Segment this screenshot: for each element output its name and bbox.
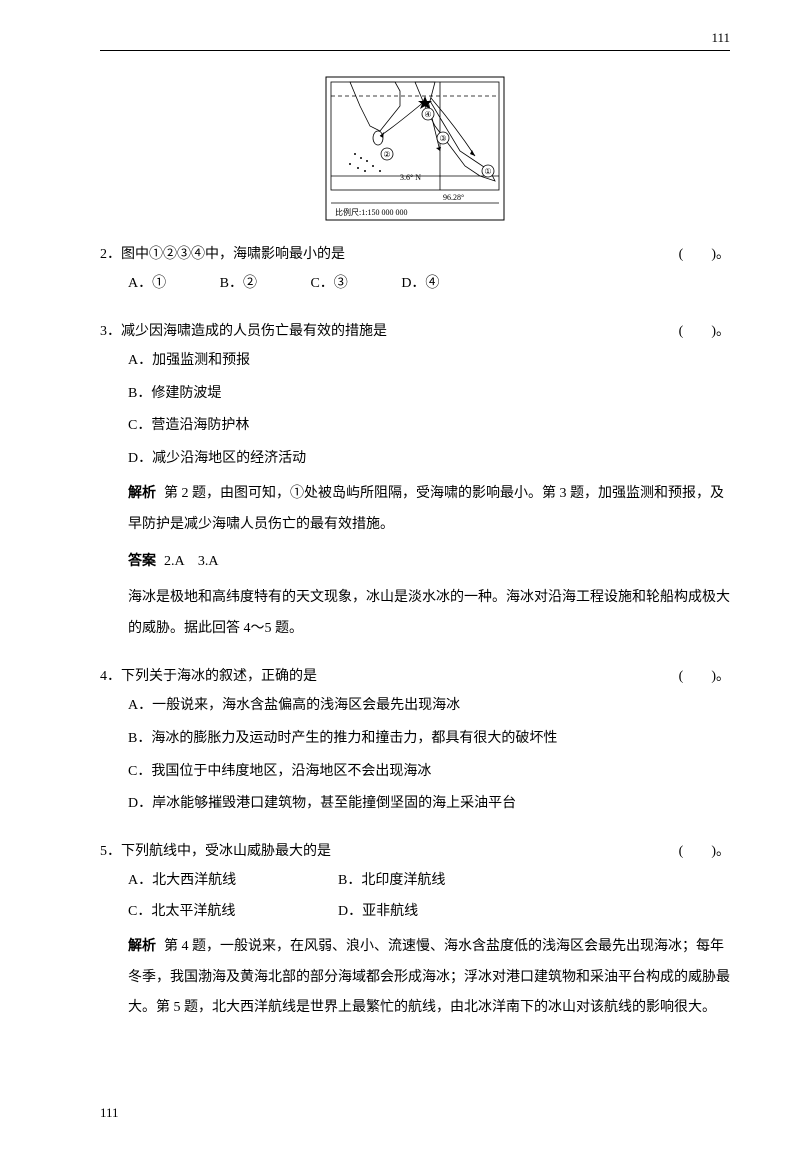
question-2-stem: 2．图中①②③④中，海啸影响最小的是 ( )。 [100,241,730,269]
question-4-options: A．一般说来，海水含盐偏高的浅海区会最先出现海冰 B．海冰的膨胀力及运动时产生的… [100,691,730,820]
map-figure: ① ② ③ ④ 3.6° N 96.28° 比例尺:1:150 000 000 [325,76,505,221]
q3-option-a: A．加强监测和预报 [128,346,730,377]
q4-option-c: C．我国位于中纬度地区，沿海地区不会出现海冰 [128,757,730,788]
q3-explanation-text: 第 2 题，由图可知，①处被岛屿所阻隔，受海啸的影响最小。第 3 题，加强监测和… [128,486,724,532]
q5-explanation: 解析第 4 题，一般说来，在风弱、浪小、流速慢、海水含盐度低的浅海区会最先出现海… [100,932,730,1024]
intro-45: 海冰是极地和高纬度特有的天文现象，冰山是淡水冰的一种。海冰对沿海工程设施和轮船构… [100,583,730,645]
question-5-stem: 5．下列航线中，受冰山威胁最大的是 ( )。 [100,838,730,866]
q4-option-a: A．一般说来，海水含盐偏高的浅海区会最先出现海冰 [128,691,730,722]
footer: 111 [100,1104,730,1122]
question-3-options: A．加强监测和预报 B．修建防波堤 C．营造沿海防护林 D．减少沿海地区的经济活… [100,346,730,475]
question-5-options: A．北大西洋航线 B．北印度洋航线 C．北太平洋航线 D．亚非航线 [100,866,730,928]
svg-text:①: ① [484,167,491,176]
question-3-stem: 3．减少因海啸造成的人员伤亡最有效的措施是 ( )。 [100,318,730,346]
page-number-top: 111 [711,30,730,46]
question-4-paren: ( )。 [679,663,730,691]
q5-option-c: C．北太平洋航线 [128,897,338,928]
q4-option-d: D．岸冰能够摧毁港口建筑物，甚至能撞倒坚固的海上采油平台 [128,789,730,820]
question-2-paren: ( )。 [679,241,730,269]
q3-option-b: B．修建防波堤 [128,379,730,410]
question-3: 3．减少因海啸造成的人员伤亡最有效的措施是 ( )。 A．加强监测和预报 B．修… [100,318,730,645]
question-4-stem-text: 4．下列关于海冰的叙述，正确的是 [100,663,317,691]
q5-option-b: B．北印度洋航线 [338,866,445,897]
q4-option-b: B．海冰的膨胀力及运动时产生的推力和撞击力，都具有很大的破坏性 [128,724,730,755]
question-2-stem-text: 2．图中①②③④中，海啸影响最小的是 [100,241,345,269]
question-3-paren: ( )。 [679,318,730,346]
svg-text:3.6° N: 3.6° N [400,173,421,182]
explanation-label-2: 解析 [128,939,156,954]
question-5: 5．下列航线中，受冰山威胁最大的是 ( )。 A．北大西洋航线 B．北印度洋航线… [100,838,730,1024]
q3-explanation: 解析第 2 题，由图可知，①处被岛屿所阻隔，受海啸的影响最小。第 3 题，加强监… [100,479,730,541]
q3-answer: 答案 2.A 3.A [100,547,730,578]
q2-option-c: C．③ [310,269,347,300]
q3-answer-text: 2.A 3.A [164,554,218,569]
q2-option-d: D．④ [401,269,439,300]
q5-option-a: A．北大西洋航线 [128,866,338,897]
header-rule: 111 [100,50,730,51]
question-5-stem-text: 5．下列航线中，受冰山威胁最大的是 [100,838,331,866]
question-4: 4．下列关于海冰的叙述，正确的是 ( )。 A．一般说来，海水含盐偏高的浅海区会… [100,663,730,820]
question-2: 2．图中①②③④中，海啸影响最小的是 ( )。 A．① B．② C．③ D．④ [100,241,730,300]
svg-text:④: ④ [424,110,431,119]
question-2-options: A．① B．② C．③ D．④ [100,269,730,300]
svg-text:③: ③ [439,134,446,143]
question-4-stem: 4．下列关于海冰的叙述，正确的是 ( )。 [100,663,730,691]
q2-option-b: B．② [220,269,257,300]
question-5-paren: ( )。 [679,838,730,866]
svg-text:96.28°: 96.28° [443,193,464,202]
q2-option-a: A．① [128,269,166,300]
q3-option-d: D．减少沿海地区的经济活动 [128,444,730,475]
svg-text:②: ② [383,150,390,159]
q5-explanation-text: 第 4 题，一般说来，在风弱、浪小、流速慢、海水含盐度低的浅海区会最先出现海冰；… [128,939,730,1016]
page-number-bottom: 111 [100,1105,119,1120]
answer-label: 答案 [128,554,156,569]
q5-option-d: D．亚非航线 [338,897,418,928]
q3-option-c: C．营造沿海防护林 [128,411,730,442]
question-3-stem-text: 3．减少因海啸造成的人员伤亡最有效的措施是 [100,318,387,346]
svg-text:比例尺:1:150 000 000: 比例尺:1:150 000 000 [335,207,407,217]
explanation-label: 解析 [128,486,156,501]
